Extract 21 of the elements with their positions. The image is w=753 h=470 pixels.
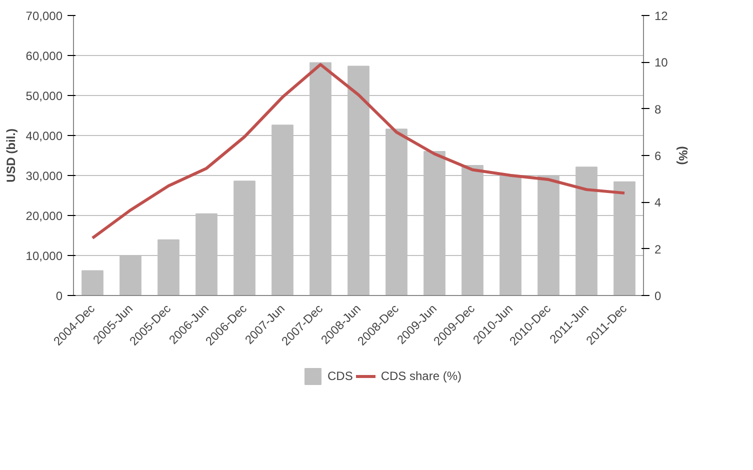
y-axis-title: USD (bil.) (4, 128, 18, 182)
y2-tick-label: 10 (654, 56, 668, 70)
y2-tick-label: 8 (654, 102, 662, 116)
y2-tick-label: 6 (654, 149, 662, 163)
y2-tick-label: 12 (654, 9, 668, 23)
y-tick-label: 70,000 (26, 9, 63, 23)
y2-tick-label: 4 (654, 196, 662, 210)
bar (82, 270, 104, 296)
y-tick-label: 50,000 (26, 89, 63, 103)
y-tick-label: 60,000 (26, 49, 63, 63)
y-tick-label: 40,000 (26, 129, 63, 143)
y-tick-label: 0 (56, 289, 63, 303)
y2-tick-label: 0 (654, 289, 662, 303)
legend-label: CDS (327, 369, 353, 383)
y2-tick-label: 2 (654, 242, 662, 256)
y2-axis-title: (%) (676, 146, 690, 165)
y-tick-label: 20,000 (26, 209, 63, 223)
y-tick-label: 30,000 (26, 169, 63, 183)
y-tick-label: 10,000 (26, 249, 63, 263)
legend-label: CDS share (%) (380, 369, 462, 383)
line-series (91, 63, 626, 240)
